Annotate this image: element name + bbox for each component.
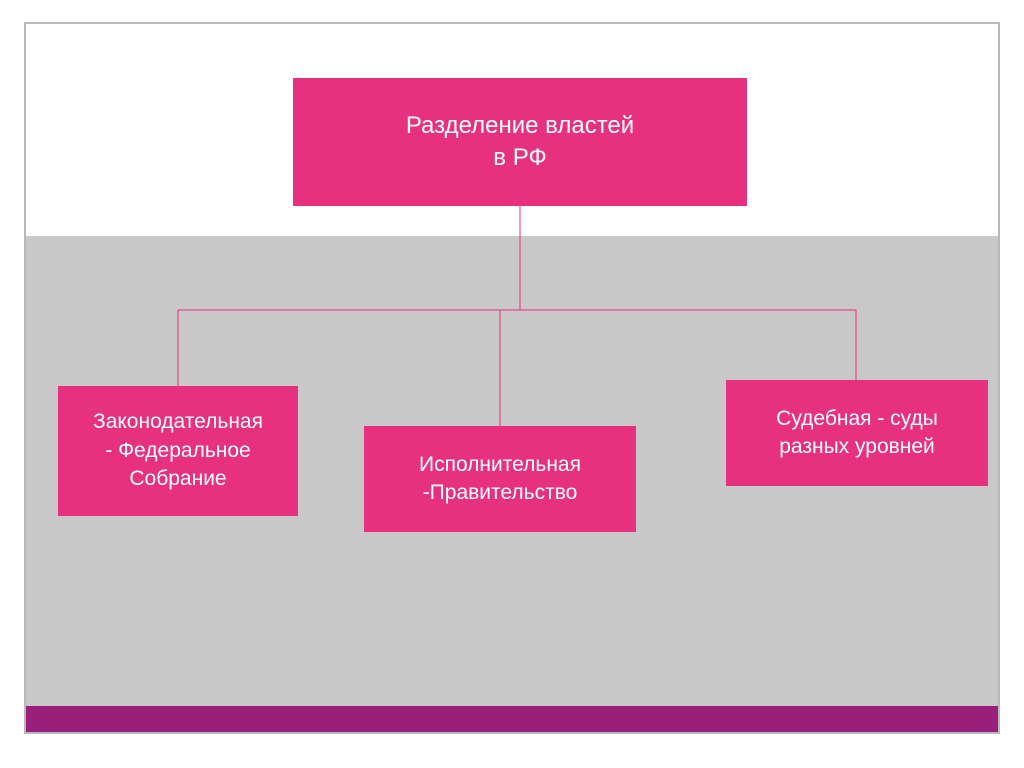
child-node-legislative: Законодательная - Федеральное Собрание [58,386,298,516]
child-node-executive: Исполнительная -Правительство [364,426,636,532]
child-0-line-2: - Федеральное [93,437,263,465]
child-0-line-3: Собрание [93,465,263,493]
root-line-2: в РФ [406,142,634,174]
child-node-judicial: Судебная - суды разных уровней [726,380,988,486]
child-0-line-1: Законодательная [93,408,263,436]
child-2-line-1: Судебная - суды [776,405,938,433]
child-1-line-2: -Правительство [419,479,581,507]
root-node: Разделение властей в РФ [293,78,747,206]
child-1-line-1: Исполнительная [419,451,581,479]
child-2-line-2: разных уровней [776,433,938,461]
root-line-1: Разделение властей [406,110,634,142]
bottom-accent-bar [26,706,998,732]
